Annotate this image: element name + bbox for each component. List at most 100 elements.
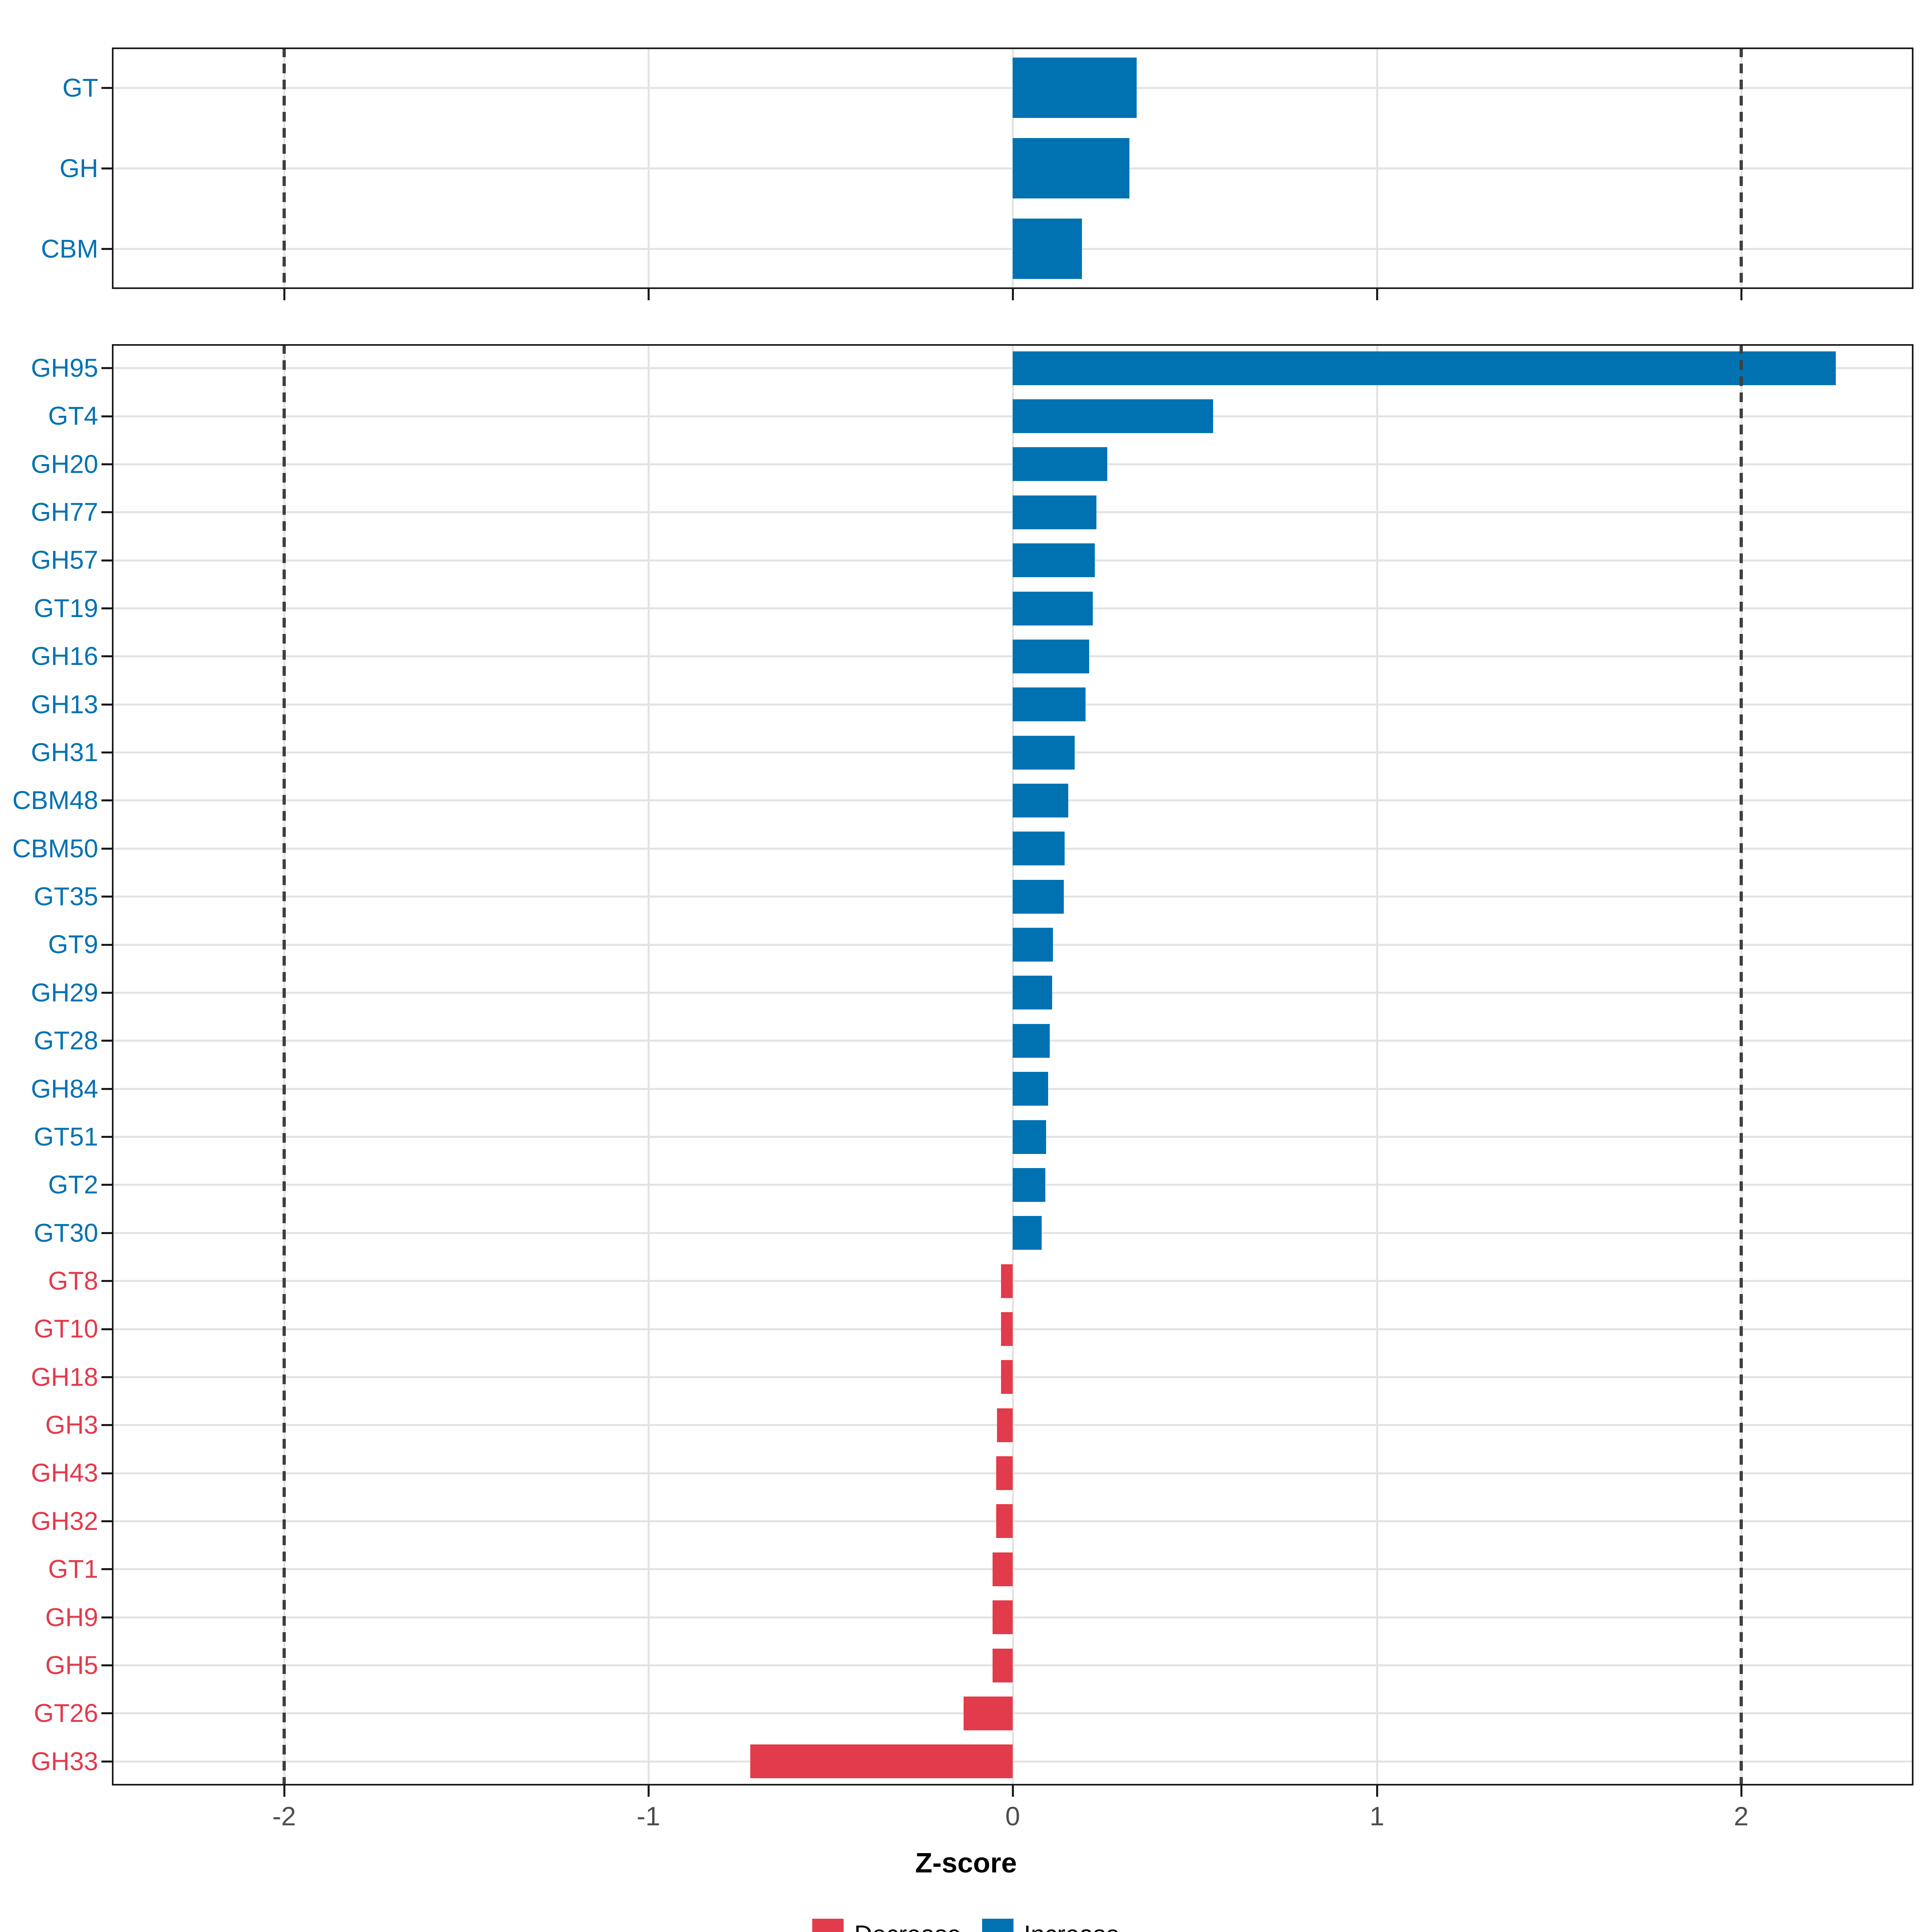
bar-GH43 bbox=[996, 1456, 1013, 1490]
bar-GH31 bbox=[1013, 735, 1075, 770]
y-tick bbox=[101, 655, 112, 658]
category-label-GH95: GH95 bbox=[31, 353, 98, 382]
category-label-GH: GH bbox=[60, 154, 98, 183]
category-label-GT19: GT19 bbox=[33, 593, 98, 623]
x-tick-label: 0 bbox=[1005, 1801, 1020, 1831]
legend-swatch-increase bbox=[982, 1919, 1013, 1932]
x-tick bbox=[1011, 289, 1014, 300]
reference-line bbox=[283, 47, 286, 289]
reference-line bbox=[1740, 344, 1743, 1785]
bar-GH16 bbox=[1013, 639, 1090, 673]
category-label-GH9: GH9 bbox=[45, 1602, 98, 1632]
y-tick bbox=[101, 751, 112, 754]
y-tick bbox=[101, 1376, 112, 1378]
x-tick-label: 1 bbox=[1369, 1801, 1385, 1831]
y-tick bbox=[101, 367, 112, 369]
category-label-GT35: GT35 bbox=[33, 882, 98, 911]
y-tick bbox=[101, 607, 112, 610]
x-tick bbox=[283, 289, 285, 300]
category-label-GH33: GH33 bbox=[31, 1746, 98, 1776]
category-label-GH29: GH29 bbox=[31, 978, 98, 1007]
bar-GT10 bbox=[1001, 1312, 1013, 1346]
category-label-GH77: GH77 bbox=[31, 497, 98, 527]
y-tick bbox=[101, 559, 112, 561]
y-tick bbox=[101, 896, 112, 898]
bar-CBM48 bbox=[1013, 783, 1068, 817]
bar-GH95 bbox=[1013, 351, 1836, 385]
bar-GH5 bbox=[993, 1648, 1013, 1682]
y-tick bbox=[101, 703, 112, 706]
y-gridline bbox=[112, 1760, 1913, 1763]
y-tick bbox=[101, 1664, 112, 1667]
category-label-GT1: GT1 bbox=[48, 1554, 98, 1584]
category-label-GH5: GH5 bbox=[45, 1650, 98, 1680]
x-tick bbox=[283, 1785, 285, 1797]
y-tick bbox=[101, 1232, 112, 1234]
y-gridline bbox=[112, 1568, 1913, 1571]
category-label-GH16: GH16 bbox=[31, 642, 98, 671]
x-tick-label: -1 bbox=[636, 1801, 661, 1831]
legend-label-increase: Increase bbox=[1024, 1920, 1120, 1932]
category-label-GT: GT bbox=[62, 73, 98, 102]
panel-cazyme-classes bbox=[112, 47, 1913, 289]
legend-label-decrease: Decrease bbox=[854, 1920, 961, 1932]
bar-GH84 bbox=[1013, 1072, 1048, 1106]
bar-GT35 bbox=[1013, 879, 1064, 914]
x-tick bbox=[1740, 1785, 1742, 1797]
reference-line bbox=[1740, 47, 1743, 289]
y-tick bbox=[101, 1472, 112, 1474]
y-tick bbox=[101, 1424, 112, 1426]
x-gridline bbox=[1376, 344, 1378, 1785]
bar-GT30 bbox=[1013, 1216, 1042, 1250]
y-tick bbox=[101, 248, 112, 250]
category-label-GH13: GH13 bbox=[31, 689, 98, 719]
bar-GH20 bbox=[1013, 447, 1108, 481]
bar-GT28 bbox=[1013, 1024, 1050, 1058]
x-tick bbox=[647, 1785, 650, 1797]
bar-GT bbox=[1013, 58, 1137, 118]
category-label-CBM50: CBM50 bbox=[12, 834, 98, 863]
category-label-GH32: GH32 bbox=[31, 1506, 98, 1536]
category-label-GT51: GT51 bbox=[33, 1122, 98, 1151]
bar-GT2 bbox=[1013, 1168, 1046, 1202]
y-tick bbox=[101, 1280, 112, 1282]
bar-GH57 bbox=[1013, 543, 1095, 578]
category-label-GT9: GT9 bbox=[48, 930, 98, 959]
y-tick bbox=[101, 1088, 112, 1090]
bar-GH77 bbox=[1013, 495, 1097, 529]
x-tick bbox=[1376, 289, 1378, 300]
x-gridline bbox=[1011, 344, 1014, 1785]
category-label-GT2: GT2 bbox=[48, 1170, 98, 1199]
y-gridline bbox=[112, 1664, 1913, 1667]
y-tick bbox=[101, 1040, 112, 1042]
category-label-GT28: GT28 bbox=[33, 1026, 98, 1055]
category-label-GH20: GH20 bbox=[31, 449, 98, 479]
y-tick bbox=[101, 1328, 112, 1330]
y-tick bbox=[101, 1184, 112, 1186]
bar-GH29 bbox=[1013, 976, 1052, 1010]
bar-GT19 bbox=[1013, 591, 1093, 625]
bar-CBM50 bbox=[1013, 832, 1065, 866]
bar-GT4 bbox=[1013, 399, 1213, 433]
category-label-GH3: GH3 bbox=[45, 1410, 98, 1440]
y-gridline bbox=[112, 1472, 1913, 1474]
y-tick bbox=[101, 463, 112, 465]
y-tick bbox=[101, 511, 112, 514]
bar-CBM bbox=[1013, 219, 1082, 279]
y-gridline bbox=[112, 1328, 1913, 1330]
y-tick bbox=[101, 1712, 112, 1715]
y-gridline bbox=[112, 1712, 1913, 1715]
y-gridline bbox=[112, 1616, 1913, 1618]
y-tick bbox=[101, 991, 112, 994]
y-tick bbox=[101, 1616, 112, 1618]
x-tick bbox=[647, 289, 650, 300]
x-tick-label: -2 bbox=[272, 1801, 296, 1831]
legend-swatch-decrease bbox=[812, 1919, 844, 1932]
category-label-CBM48: CBM48 bbox=[12, 786, 98, 815]
bar-GT8 bbox=[1001, 1264, 1013, 1298]
y-tick bbox=[101, 847, 112, 850]
bar-GT1 bbox=[993, 1552, 1013, 1586]
y-tick bbox=[101, 167, 112, 169]
y-tick bbox=[101, 943, 112, 946]
